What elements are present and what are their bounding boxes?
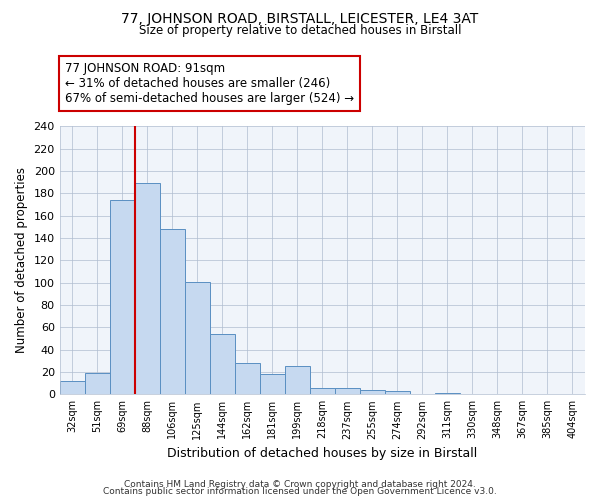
- Text: 77 JOHNSON ROAD: 91sqm
← 31% of detached houses are smaller (246)
67% of semi-de: 77 JOHNSON ROAD: 91sqm ← 31% of detached…: [65, 62, 354, 105]
- Bar: [260, 374, 285, 394]
- Bar: [385, 391, 410, 394]
- Bar: [85, 373, 110, 394]
- Y-axis label: Number of detached properties: Number of detached properties: [15, 168, 28, 354]
- Text: Size of property relative to detached houses in Birstall: Size of property relative to detached ho…: [139, 24, 461, 37]
- Bar: [335, 388, 360, 394]
- Bar: [110, 200, 135, 394]
- Bar: [435, 393, 460, 394]
- Bar: [59, 381, 85, 394]
- Text: Contains HM Land Registry data © Crown copyright and database right 2024.: Contains HM Land Registry data © Crown c…: [124, 480, 476, 489]
- X-axis label: Distribution of detached houses by size in Birstall: Distribution of detached houses by size …: [167, 447, 478, 460]
- Bar: [135, 184, 160, 394]
- Bar: [235, 363, 260, 394]
- Bar: [285, 366, 310, 394]
- Bar: [185, 282, 210, 395]
- Text: Contains public sector information licensed under the Open Government Licence v3: Contains public sector information licen…: [103, 487, 497, 496]
- Bar: [360, 390, 385, 394]
- Text: 77, JOHNSON ROAD, BIRSTALL, LEICESTER, LE4 3AT: 77, JOHNSON ROAD, BIRSTALL, LEICESTER, L…: [121, 12, 479, 26]
- Bar: [160, 229, 185, 394]
- Bar: [310, 388, 335, 394]
- Bar: [210, 334, 235, 394]
